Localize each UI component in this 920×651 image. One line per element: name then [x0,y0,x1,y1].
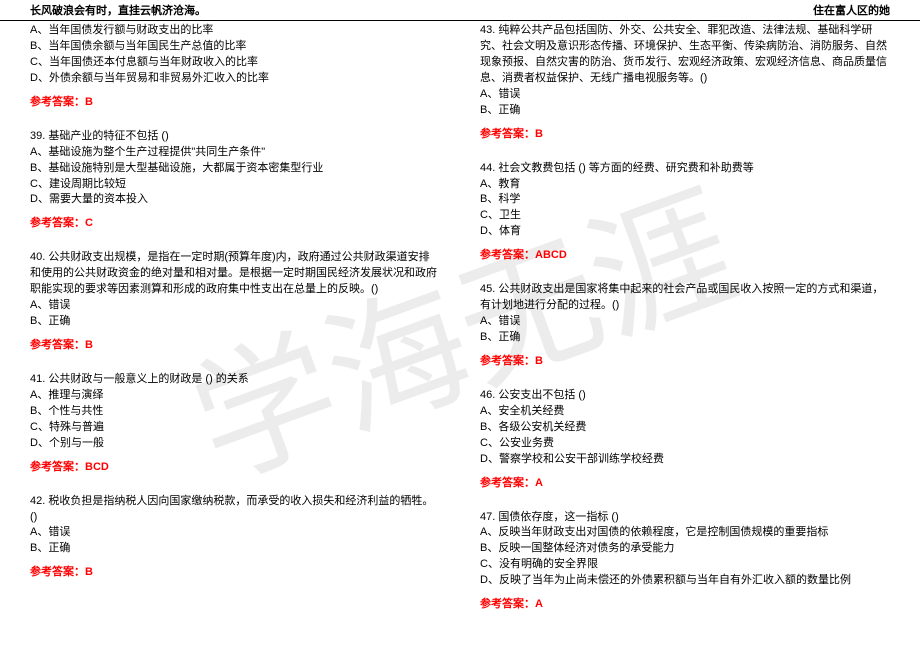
option: B、正确 [480,330,890,346]
answer: 参考答案：B [30,95,440,111]
answer-label: 参考答案： [480,355,535,367]
option: A、推理与演绎 [30,388,440,404]
option: C、特殊与普遍 [30,420,440,436]
question-text: 39. 基础产业的特征不包括 () [30,129,440,145]
answer-label: 参考答案： [480,477,535,489]
left-column: A、当年国债发行额与财政支出的比率 B、当年国债余额与当年国民生产总值的比率 C… [30,23,460,631]
option: A、错误 [30,525,440,541]
question-text: 47. 国债依存度，这一指标 () [480,510,890,526]
option: A、基础设施为整个生产过程提供"共同生产条件" [30,145,440,161]
answer-value: C [85,217,93,229]
option: A、当年国债发行额与财政支出的比率 [30,23,440,39]
option: B、正确 [480,103,890,119]
question-partial: A、当年国债发行额与财政支出的比率 B、当年国债余额与当年国民生产总值的比率 C… [30,23,440,111]
answer-value: BCD [85,461,109,473]
answer-value: A [535,598,543,610]
option: D、反映了当年为止尚未偿还的外债累积额与当年自有外汇收入额的数量比例 [480,573,890,589]
header-left: 长风破浪会有时，直挂云帆济沧海。 [30,2,206,18]
answer: 参考答案：C [30,216,440,232]
question-text: 40. 公共财政支出规模，是指在一定时期(预算年度)内，政府通过公共财政渠道安排… [30,250,440,298]
question-47: 47. 国债依存度，这一指标 () A、反映当年财政支出对国债的依赖程度，它是控… [480,510,890,614]
answer-value: B [85,566,93,578]
answer-value: B [85,339,93,351]
question-45: 45. 公共财政支出是国家将集中起来的社会产品或国民收入按照一定的方式和渠道，有… [480,282,890,370]
answer-label: 参考答案： [480,598,535,610]
question-text: 45. 公共财政支出是国家将集中起来的社会产品或国民收入按照一定的方式和渠道，有… [480,282,890,314]
option: D、个别与一般 [30,436,440,452]
option: B、正确 [30,314,440,330]
answer-label: 参考答案： [30,566,85,578]
question-43: 43. 纯粹公共产品包括国防、外交、公共安全、罪犯改造、法律法规、基础科学研究、… [480,23,890,143]
option: A、安全机关经费 [480,404,890,420]
question-44: 44. 社会文教费包括 () 等方面的经费、研究费和补助费等 A、教育 B、科学… [480,161,890,265]
page-header: 长风破浪会有时，直挂云帆济沧海。 住在富人区的她 [0,0,920,21]
option: C、当年国债还本付息额与当年财政收入的比率 [30,55,440,71]
answer: 参考答案：ABCD [480,248,890,264]
answer: 参考答案：A [480,597,890,613]
answer-value: B [535,355,543,367]
option: A、错误 [480,314,890,330]
answer: 参考答案：B [480,127,890,143]
answer-value: B [535,128,543,140]
question-46: 46. 公安支出不包括 () A、安全机关经费 B、各级公安机关经费 C、公安业… [480,388,890,492]
option: D、警察学校和公安干部训练学校经费 [480,452,890,468]
option: B、各级公安机关经费 [480,420,890,436]
option: A、教育 [480,177,890,193]
option: D、外债余额与当年贸易和非贸易外汇收入的比率 [30,71,440,87]
answer-label: 参考答案： [30,96,85,108]
option: B、基础设施特别是大型基础设施，大都属于资本密集型行业 [30,161,440,177]
page-content: A、当年国债发行额与财政支出的比率 B、当年国债余额与当年国民生产总值的比率 C… [0,21,920,631]
option: B、个性与共性 [30,404,440,420]
answer: 参考答案：B [30,565,440,581]
option: C、没有明确的安全界限 [480,557,890,573]
answer: 参考答案：BCD [30,460,440,476]
option: B、正确 [30,541,440,557]
option: A、反映当年财政支出对国债的依赖程度，它是控制国债规模的重要指标 [480,525,890,541]
question-41: 41. 公共财政与一般意义上的财政是 () 的关系 A、推理与演绎 B、个性与共… [30,372,440,476]
option: D、体育 [480,224,890,240]
option: A、错误 [30,298,440,314]
option: C、公安业务费 [480,436,890,452]
question-text: 43. 纯粹公共产品包括国防、外交、公共安全、罪犯改造、法律法规、基础科学研究、… [480,23,890,87]
answer: 参考答案：A [480,476,890,492]
question-39: 39. 基础产业的特征不包括 () A、基础设施为整个生产过程提供"共同生产条件… [30,129,440,233]
option: D、需要大量的资本投入 [30,192,440,208]
answer-label: 参考答案： [30,461,85,473]
answer-label: 参考答案： [480,128,535,140]
question-text: 44. 社会文教费包括 () 等方面的经费、研究费和补助费等 [480,161,890,177]
answer: 参考答案：B [30,338,440,354]
answer-value: ABCD [535,249,567,261]
option: C、建设周期比较短 [30,177,440,193]
answer-value: A [535,477,543,489]
question-42: 42. 税收负担是指纳税人因向国家缴纳税款，而承受的收入损失和经济利益的牺牲。(… [30,494,440,582]
option: B、科学 [480,192,890,208]
question-text: 46. 公安支出不包括 () [480,388,890,404]
question-text: 42. 税收负担是指纳税人因向国家缴纳税款，而承受的收入损失和经济利益的牺牲。(… [30,494,440,526]
option: B、反映一国整体经济对债务的承受能力 [480,541,890,557]
right-column: 43. 纯粹公共产品包括国防、外交、公共安全、罪犯改造、法律法规、基础科学研究、… [460,23,890,631]
option: B、当年国债余额与当年国民生产总值的比率 [30,39,440,55]
answer-label: 参考答案： [30,217,85,229]
answer-label: 参考答案： [480,249,535,261]
answer-label: 参考答案： [30,339,85,351]
answer: 参考答案：B [480,354,890,370]
answer-value: B [85,96,93,108]
header-right: 住在富人区的她 [813,2,890,18]
option: C、卫生 [480,208,890,224]
question-40: 40. 公共财政支出规模，是指在一定时期(预算年度)内，政府通过公共财政渠道安排… [30,250,440,354]
question-text: 41. 公共财政与一般意义上的财政是 () 的关系 [30,372,440,388]
option: A、错误 [480,87,890,103]
